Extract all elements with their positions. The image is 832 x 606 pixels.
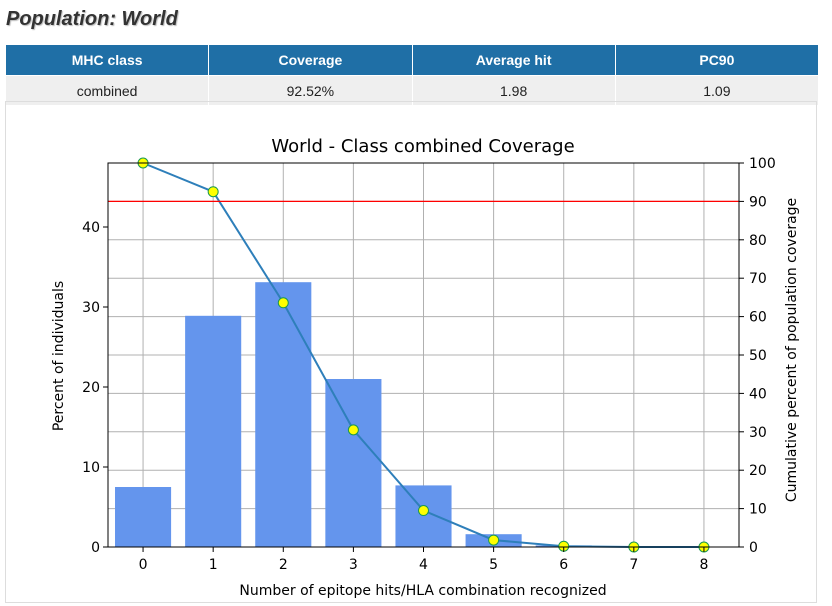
x-tick-label: 5: [489, 557, 498, 573]
data-point: [347, 424, 359, 436]
y2-tick-label: 50: [749, 348, 767, 364]
cell-average-hit: 1.98: [411, 75, 616, 106]
coverage-chart: 0 10 20 30 40 0 10 20 30 40 50 60 70 80 90 100 0 1 2 3 4 5 6 7 8…: [51, 136, 800, 599]
y2-axis-label: Cumulative percent of population coverag…: [784, 198, 800, 502]
bar-series: [115, 282, 592, 547]
y-tick-label: 30: [82, 300, 100, 316]
bar: [325, 379, 382, 547]
coverage-chart-panel: 0 10 20 30 40 0 10 20 30 40 50 60 70 80 90 100 0 1 2 3 4 5 6 7 8…: [5, 101, 817, 603]
x-tick-label: 4: [419, 557, 428, 573]
bar: [255, 282, 312, 547]
column-header-coverage: Coverage: [208, 44, 413, 76]
cell-mhc-class: combined: [4, 75, 210, 106]
cell-pc90: 1.09: [614, 75, 820, 106]
y2-tick-label: 20: [749, 463, 767, 479]
bar: [185, 315, 242, 547]
x-tick-label: 7: [629, 557, 638, 573]
chart-title: World - Class combined Coverage: [271, 136, 574, 157]
y2-tick-label: 70: [749, 271, 767, 287]
data-point: [207, 186, 219, 198]
x-tick-label: 6: [559, 557, 568, 573]
y2-tick-label: 40: [749, 386, 767, 402]
table-header-row: MHC class Coverage Average hit PC90: [4, 44, 820, 76]
x-tick-label: 1: [209, 557, 218, 573]
data-point: [277, 297, 289, 309]
page-title: Population: World: [6, 8, 178, 30]
data-point: [488, 534, 500, 546]
coverage-summary-table: MHC class Coverage Average hit PC90 comb…: [4, 44, 820, 106]
data-point: [418, 505, 429, 517]
y-tick-label: 20: [82, 380, 100, 396]
y2-tick-label: 100: [749, 156, 776, 172]
y2-tick-label: 60: [749, 310, 767, 326]
column-header-mhc-class: MHC class: [4, 44, 210, 76]
y2-tick-label: 80: [749, 233, 767, 249]
bar: [395, 485, 452, 547]
y2-tick-label: 30: [749, 425, 767, 441]
column-header-average-hit: Average hit: [411, 44, 616, 76]
x-tick-label: 8: [699, 557, 708, 573]
x-axis-label: Number of epitope hits/HLA combination r…: [239, 583, 606, 599]
x-tick-label: 3: [349, 557, 358, 573]
y2-tick-label: 0: [749, 540, 758, 556]
y-tick-label: 40: [82, 220, 100, 236]
x-tick-label: 2: [279, 557, 288, 573]
y2-tick-label: 10: [749, 502, 767, 518]
column-header-pc90: PC90: [614, 44, 820, 76]
y-tick-label: 10: [82, 460, 100, 476]
y2-tick-label: 90: [749, 194, 767, 210]
y-tick-label: 0: [91, 540, 100, 556]
bar: [115, 487, 172, 547]
y-axis-label: Percent of individuals: [51, 281, 67, 431]
axes: 0 10 20 30 40 0 10 20 30 40 50 60 70 80 90 100 0 1 2 3 4 5 6 7 8: [82, 156, 776, 573]
table-row: combined 92.52% 1.98 1.09: [4, 75, 820, 106]
x-tick-label: 0: [139, 557, 148, 573]
